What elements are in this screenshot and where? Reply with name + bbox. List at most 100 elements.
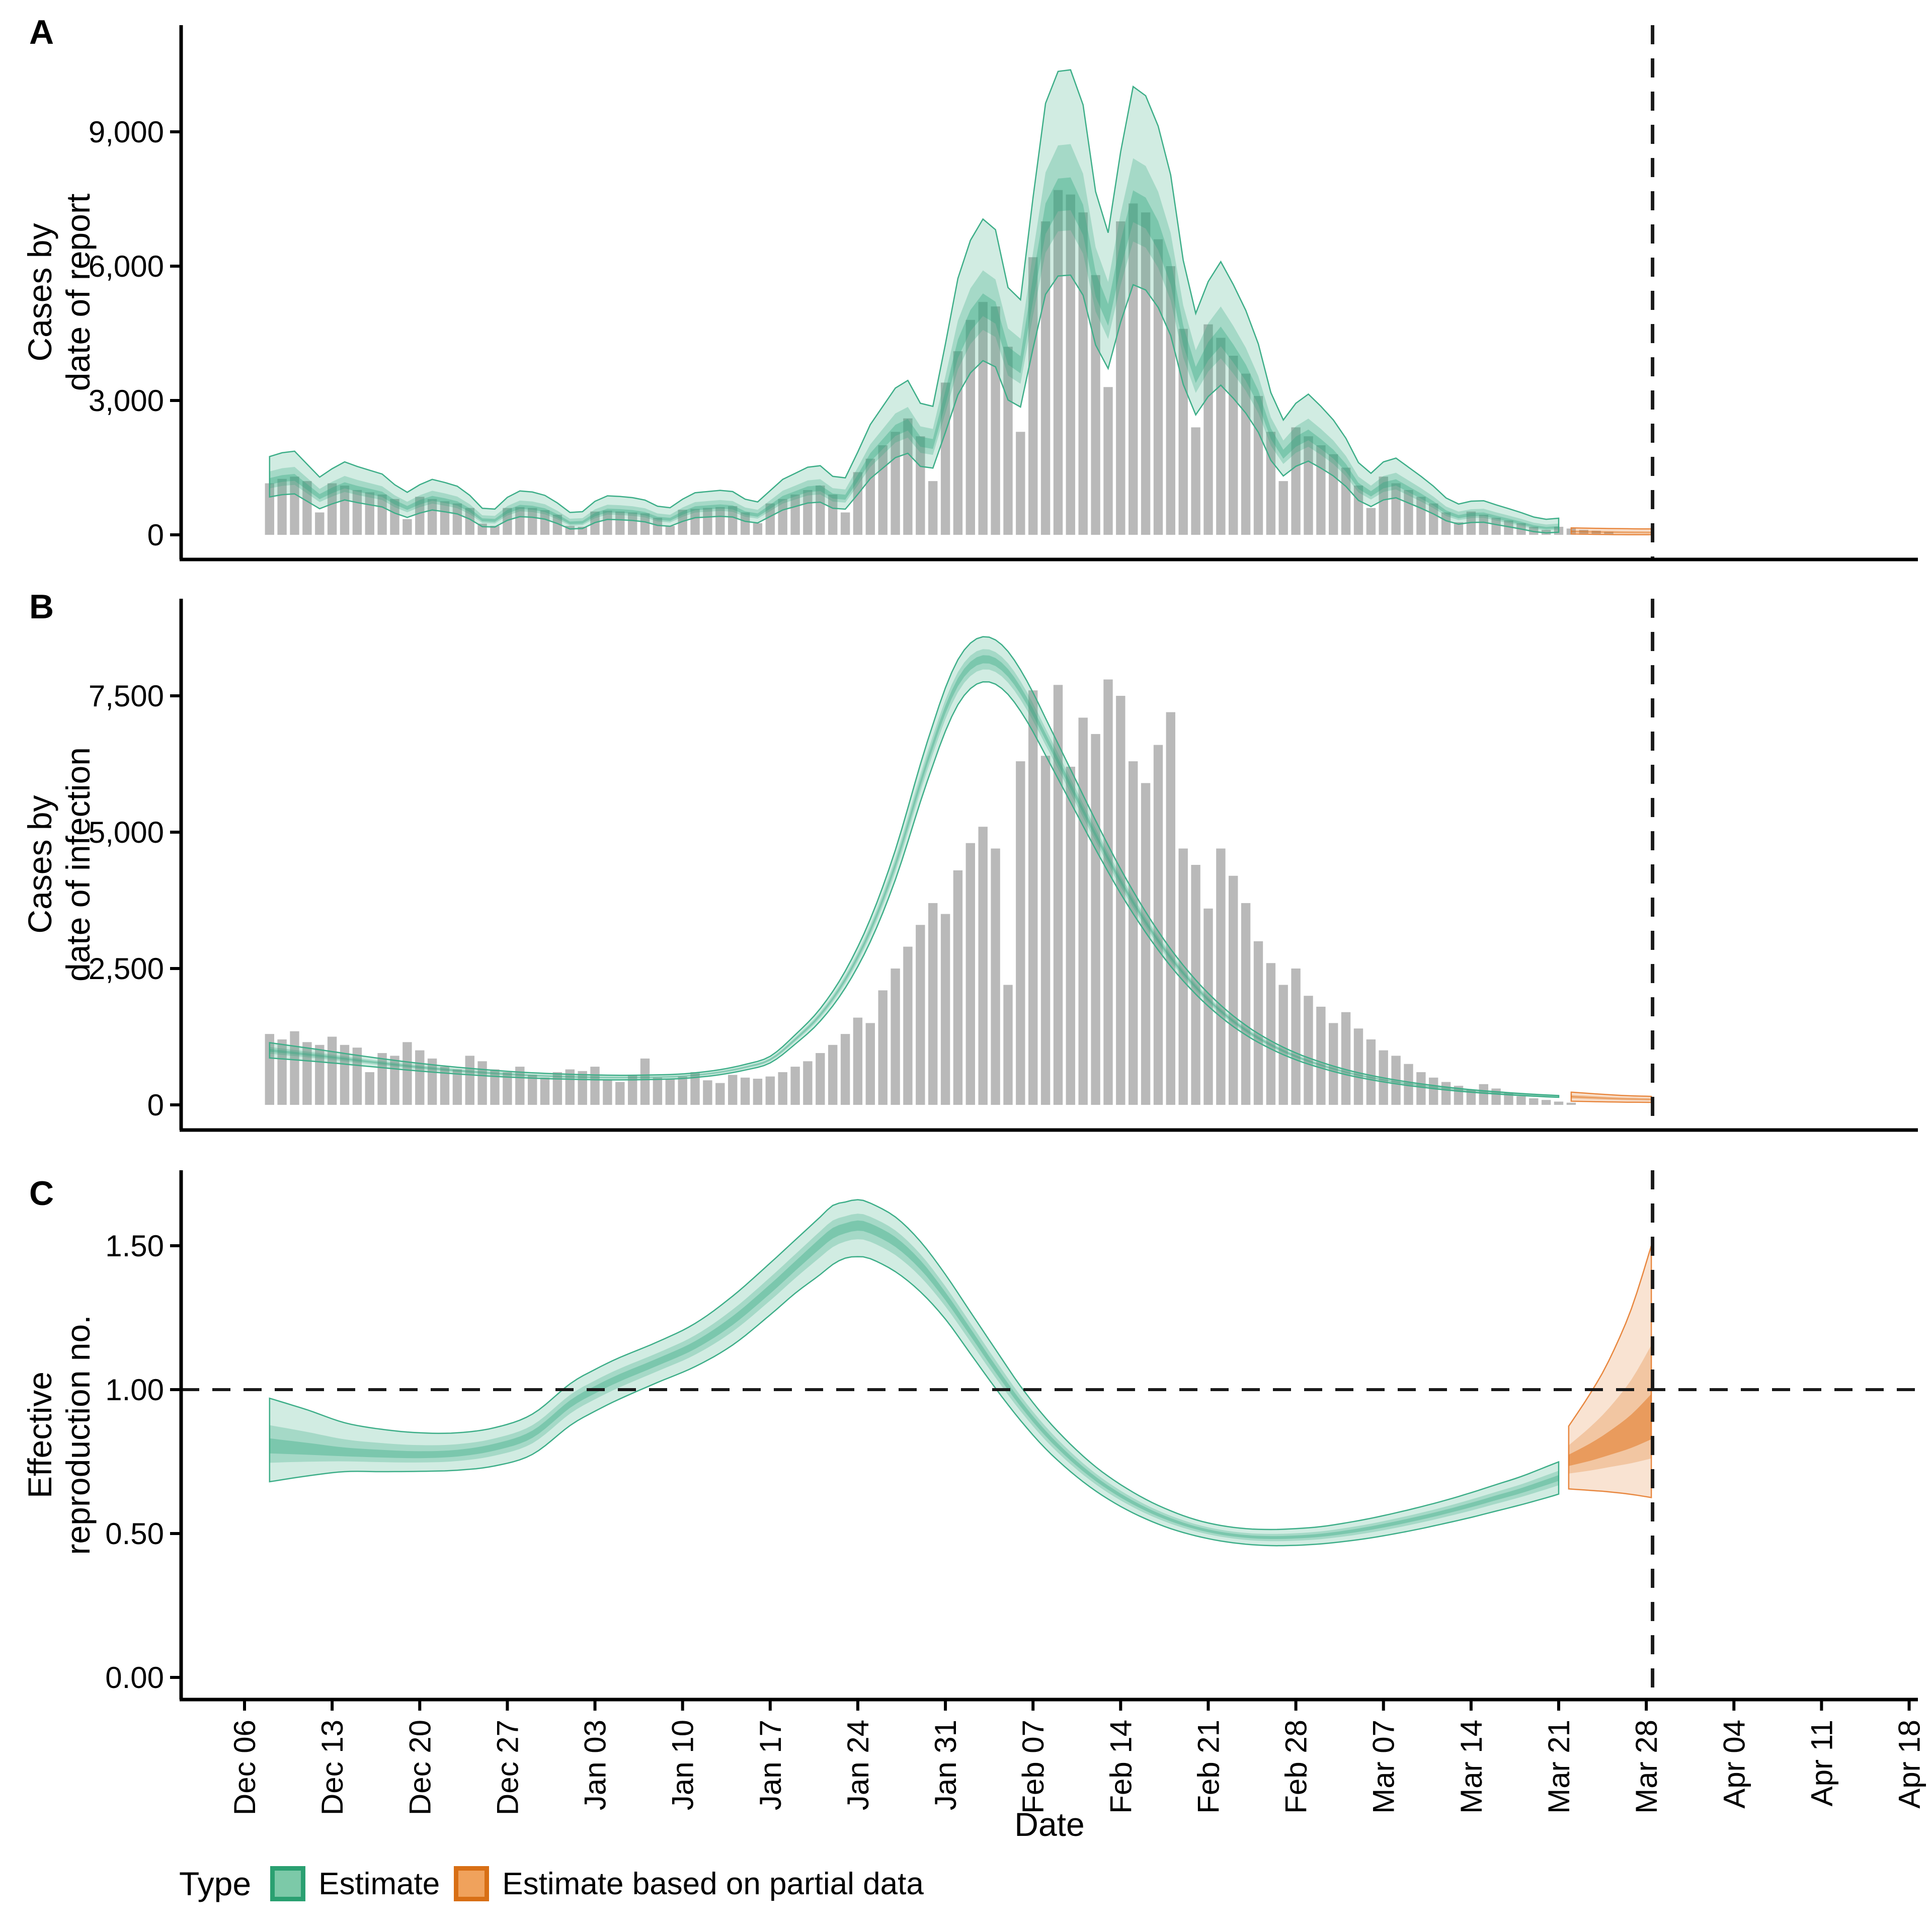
panel-b-estimate-ribbon-90 [269,636,1560,1098]
case-bar [352,490,362,535]
case-bar [1604,531,1614,535]
case-bar [503,1072,512,1105]
case-bar [1141,783,1151,1105]
case-bar [991,848,1000,1105]
case-bar [1166,266,1175,535]
panel-a-estimate-ribbon-90 [269,69,1560,534]
case-bar [953,351,963,535]
case-bar [891,969,900,1105]
case-bar [865,458,875,535]
x-tick-label: Apr 11 [1805,1720,1838,1806]
x-tick-label: Dec 06 [228,1720,262,1815]
case-bar [1304,436,1313,535]
case-bar [1278,985,1288,1105]
case-bar [290,476,299,535]
case-bar [1091,275,1100,535]
case-bar [1504,1093,1513,1105]
case-bar [1053,685,1063,1105]
x-tick-label: Mar 28 [1630,1720,1663,1814]
case-bar [1479,1084,1488,1105]
case-bar [1253,396,1263,535]
case-bar [665,1079,675,1105]
case-bar [1166,712,1175,1105]
panel-a-partial-estimate-ribbon-50 [1571,530,1652,534]
case-bar [1040,756,1051,1105]
case-bar [315,512,325,535]
case-bar [1278,481,1288,535]
panel-b-letter: B [29,588,54,626]
case-bar [1316,1006,1326,1105]
partial-estimate-swatch-icon [454,1866,490,1901]
case-bar [1091,734,1100,1105]
case-bar [715,507,725,535]
case-bar [1078,717,1088,1105]
case-bar [1129,761,1138,1105]
case-bar [703,508,712,535]
case-bar [265,1034,274,1105]
case-bar [340,486,350,535]
case-bar [991,306,1000,535]
case-bar [790,494,800,535]
case-bar [1203,324,1213,535]
case-bar [1116,696,1125,1105]
case-bar [740,1077,750,1105]
case-bar [628,512,637,535]
x-tick-label: Dec 13 [315,1720,349,1815]
case-bar [803,490,813,535]
case-bar [1466,1089,1476,1105]
case-bar [891,432,900,535]
case-bar [1554,1101,1564,1105]
case-bar [828,494,838,535]
case-bar [1253,941,1263,1105]
legend-item-label: Estimate based on partial data [502,1866,924,1901]
legend-item-label: Estimate [318,1866,440,1901]
case-bar [302,1042,312,1105]
case-bar [665,526,675,535]
case-bar [1153,745,1163,1105]
case-bar [590,1067,600,1105]
case-bar [1529,527,1539,535]
case-bar [1241,903,1251,1105]
case-bar [403,1042,412,1105]
case-bar [403,519,412,535]
x-tick-label: Feb 28 [1279,1720,1313,1814]
panel-b-estimate-ribbon-20 [269,655,1559,1097]
case-bar [1304,996,1313,1105]
case-bar [703,1080,712,1105]
case-bar [603,510,612,535]
case-bar [690,509,700,535]
case-bar [1566,1102,1576,1105]
case-bar [465,1056,474,1105]
case-bar [640,513,650,535]
x-tick-label: Apr 18 [1893,1720,1926,1809]
case-bar [916,925,925,1105]
panel-c-y-tick-label: 0.50 [105,1517,164,1551]
case-bar [678,1076,687,1105]
case-bar [940,914,950,1105]
case-bar [503,508,512,535]
case-bar [440,1067,450,1105]
panel-a-y-tick-label: 9,000 [89,115,164,149]
case-bar [1591,531,1601,535]
case-bar [390,499,399,535]
case-bar [490,526,500,535]
case-bar [1329,1023,1338,1105]
case-bar [615,511,625,535]
case-bar [940,382,950,535]
panel-c-letter: C [29,1174,54,1213]
case-bar [1416,1072,1426,1105]
case-bar [1178,329,1188,535]
case-bar [277,478,287,535]
case-bar [477,1061,487,1105]
panel-a-partial-estimate-ribbon-20 [1571,531,1652,533]
case-bar [1491,518,1501,535]
case-bar [1266,963,1276,1105]
case-bar [415,497,425,535]
x-axis-title: Date [1014,1806,1085,1843]
legend-title: Type [179,1865,252,1902]
case-bar [903,418,913,535]
x-tick-label: Jan 31 [929,1720,962,1810]
case-bar [340,1044,350,1105]
case-bar [377,1053,387,1105]
